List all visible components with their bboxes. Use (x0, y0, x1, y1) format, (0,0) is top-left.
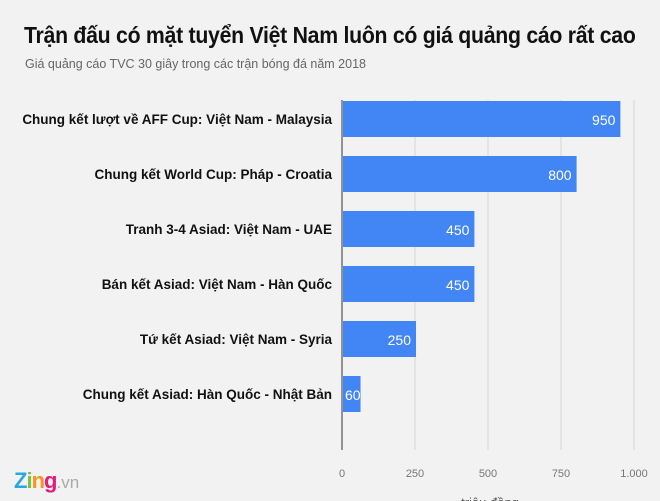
bar (343, 211, 475, 247)
category-label: Tranh 3-4 Asiad: Việt Nam - UAE (126, 222, 332, 237)
category-label: Chung kết Asiad: Hàn Quốc - Nhật Bản (83, 387, 332, 402)
data-label: 450 (446, 222, 470, 238)
category-label: Bán kết Asiad: Việt Nam - Hàn Quốc (102, 277, 333, 292)
chart-subtitle: Giá quảng cáo TVC 30 giây trong các trận… (25, 57, 366, 71)
data-label: 250 (388, 332, 412, 348)
x-tick-label: 1.000 (620, 468, 648, 480)
x-axis-label: triệu đồng (461, 495, 519, 501)
x-tick-label: 0 (339, 468, 345, 480)
data-label: 800 (548, 167, 572, 183)
bar (343, 266, 475, 302)
zing-logo: Zing.vn (14, 468, 80, 493)
x-tick-label: 250 (406, 468, 424, 480)
category-label: Chung kết World Cup: Pháp - Croatia (95, 167, 333, 182)
bar (343, 101, 621, 137)
x-tick-label: 750 (552, 468, 570, 480)
data-label: 450 (446, 277, 470, 293)
bar (343, 156, 577, 192)
data-label: 60 (345, 387, 361, 403)
category-label: Tứ kết Asiad: Việt Nam - Syria (140, 332, 333, 347)
category-label: Chung kết lượt về AFF Cup: Việt Nam - Ma… (22, 112, 332, 127)
data-label: 950 (592, 112, 616, 128)
bar (343, 376, 361, 412)
chart-title: Trận đấu có mặt tuyển Việt Nam luôn có g… (24, 22, 636, 48)
x-tick-label: 500 (479, 468, 497, 480)
bar (343, 321, 416, 357)
